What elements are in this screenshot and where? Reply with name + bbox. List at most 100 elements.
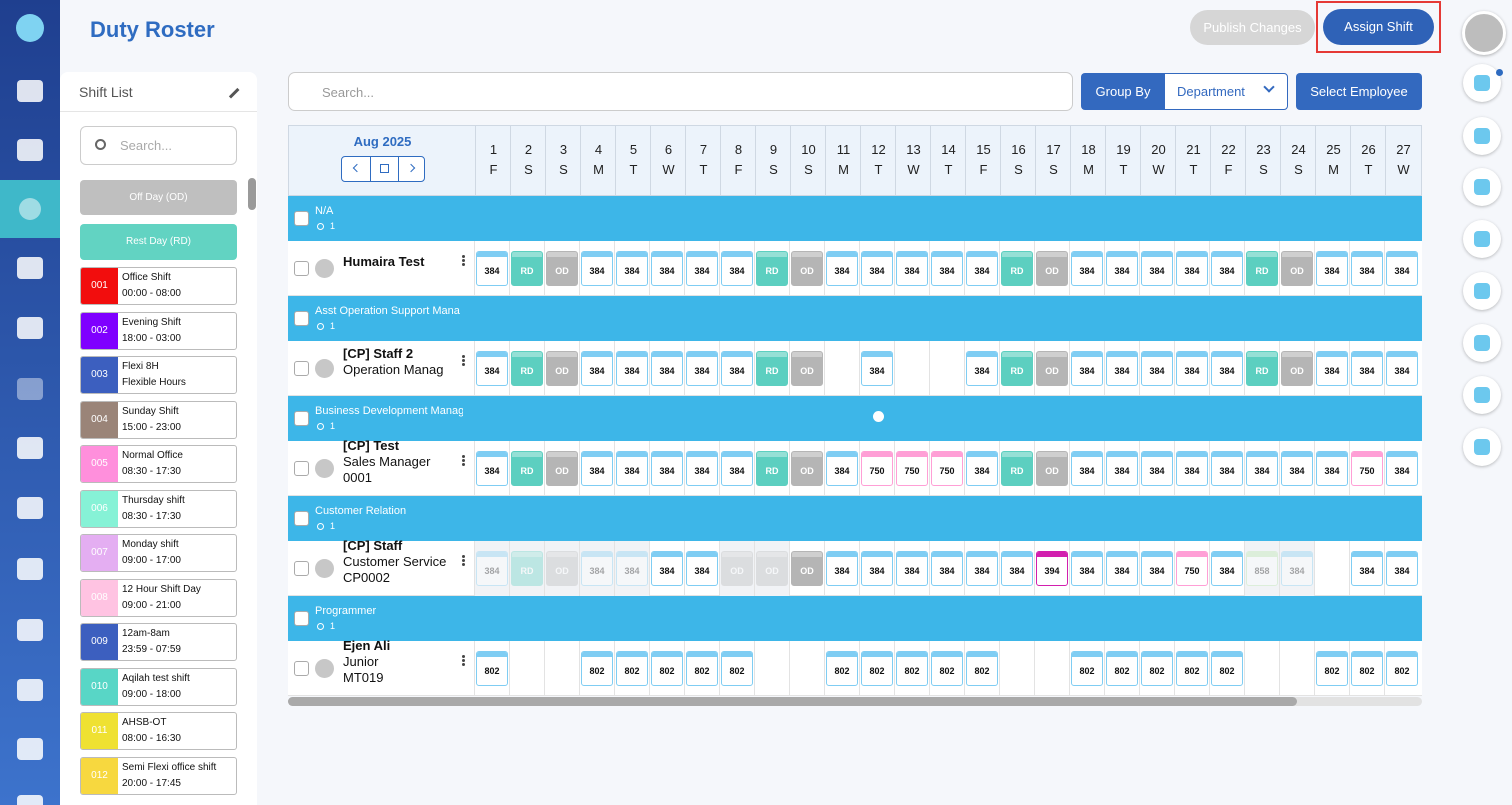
rail-button[interactable] — [1463, 168, 1501, 206]
off-day-item[interactable]: Off Day (OD) — [80, 180, 237, 215]
shift-cell[interactable]: 384 — [476, 551, 508, 586]
shift-item[interactable]: 002 Evening Shift 18:00 - 03:00 — [80, 311, 237, 350]
month-nav-button[interactable] — [342, 157, 370, 181]
shift-cell[interactable]: OD — [1036, 351, 1068, 386]
shift-item[interactable]: 005 Normal Office 08:30 - 17:30 — [80, 445, 237, 483]
shift-cell[interactable]: OD — [756, 551, 788, 586]
shift-cell[interactable]: 802 — [861, 651, 893, 686]
shift-cell[interactable]: 384 — [581, 351, 613, 386]
shift-cell[interactable]: 750 — [1351, 451, 1383, 486]
shift-cell[interactable]: OD — [546, 251, 578, 286]
group-by-select[interactable]: Department — [1164, 73, 1288, 110]
shift-cell[interactable]: 384 — [1071, 451, 1103, 486]
row-menu[interactable] — [462, 655, 465, 658]
shift-cell[interactable]: 384 — [616, 551, 648, 586]
nav-icon[interactable] — [17, 619, 43, 641]
shift-cell[interactable]: 384 — [1351, 251, 1383, 286]
shift-cell[interactable]: 802 — [1316, 651, 1348, 686]
shift-cell[interactable]: OD — [1281, 351, 1313, 386]
shift-cell[interactable]: 384 — [1386, 551, 1418, 586]
shift-item[interactable]: 003 Flexi 8H Flexible Hours — [80, 356, 237, 394]
h-scrollbar-thumb[interactable] — [288, 697, 1297, 706]
row-checkbox[interactable] — [294, 561, 309, 576]
shift-cell[interactable]: 802 — [581, 651, 613, 686]
shift-cell[interactable]: 802 — [896, 651, 928, 686]
shift-cell[interactable]: 384 — [966, 351, 998, 386]
shift-cell[interactable]: 384 — [1106, 451, 1138, 486]
shift-cell[interactable]: 384 — [651, 351, 683, 386]
shift-cell[interactable]: 384 — [1316, 251, 1348, 286]
shift-cell[interactable]: 802 — [1386, 651, 1418, 686]
shift-cell[interactable]: 750 — [931, 451, 963, 486]
shift-cell[interactable]: 384 — [966, 451, 998, 486]
shift-item[interactable]: 008 12 Hour Shift Day 09:00 - 21:00 — [80, 578, 237, 617]
nav-icon[interactable] — [17, 80, 43, 102]
shift-cell[interactable]: 384 — [1176, 351, 1208, 386]
shift-cell[interactable]: RD — [756, 451, 788, 486]
shift-cell[interactable]: 750 — [861, 451, 893, 486]
shift-cell[interactable]: 750 — [1176, 551, 1208, 586]
shift-cell[interactable]: 802 — [931, 651, 963, 686]
shift-cell[interactable]: OD — [791, 251, 823, 286]
shift-cell[interactable]: 384 — [721, 351, 753, 386]
shift-cell[interactable]: 384 — [861, 351, 893, 386]
shift-cell[interactable]: 384 — [1316, 451, 1348, 486]
shift-cell[interactable]: 384 — [861, 251, 893, 286]
shift-cell[interactable]: 802 — [686, 651, 718, 686]
shift-cell[interactable]: OD — [1281, 251, 1313, 286]
shift-cell[interactable]: 384 — [721, 251, 753, 286]
add-button[interactable] — [873, 411, 884, 422]
rail-button[interactable] — [1463, 220, 1501, 258]
shift-cell[interactable]: 802 — [1106, 651, 1138, 686]
rest-day-item[interactable]: Rest Day (RD) — [80, 224, 237, 260]
shift-item[interactable]: 009 12am-8am 23:59 - 07:59 — [80, 623, 237, 661]
shift-cell[interactable]: 384 — [1281, 551, 1313, 586]
shift-cell[interactable]: 384 — [826, 451, 858, 486]
shift-cell[interactable]: 802 — [1351, 651, 1383, 686]
shift-cell[interactable]: 384 — [1351, 551, 1383, 586]
shift-cell[interactable]: 384 — [1386, 451, 1418, 486]
shift-item[interactable]: 007 Monday shift 09:00 - 17:00 — [80, 534, 237, 572]
nav-icon[interactable] — [17, 738, 43, 760]
shift-cell[interactable]: 384 — [616, 251, 648, 286]
shift-cell[interactable]: 384 — [1141, 351, 1173, 386]
shift-cell[interactable]: RD — [756, 351, 788, 386]
row-checkbox[interactable] — [294, 611, 309, 626]
row-checkbox[interactable] — [294, 411, 309, 426]
nav-icon[interactable] — [17, 139, 43, 161]
shift-item[interactable]: 011 AHSB-OT 08:00 - 16:30 — [80, 712, 237, 750]
shift-cell[interactable]: RD — [1246, 351, 1278, 386]
shift-cell[interactable]: 384 — [1106, 351, 1138, 386]
rail-button[interactable] — [1463, 117, 1501, 155]
shift-cell[interactable]: 802 — [1176, 651, 1208, 686]
shift-item[interactable]: 006 Thursday shift 08:30 - 17:30 — [80, 489, 237, 528]
shift-cell[interactable]: 384 — [896, 551, 928, 586]
shift-cell[interactable]: 802 — [1141, 651, 1173, 686]
shift-cell[interactable]: 384 — [1071, 551, 1103, 586]
shift-cell[interactable]: 384 — [1316, 351, 1348, 386]
month-nav-button[interactable] — [398, 157, 426, 181]
edit-icon[interactable] — [222, 81, 240, 99]
nav-icon[interactable] — [17, 257, 43, 279]
shift-cell[interactable]: RD — [511, 451, 543, 486]
roster-search[interactable]: Search... — [288, 72, 1073, 111]
shift-item[interactable]: 001 Office Shift 00:00 - 08:00 — [80, 267, 237, 305]
shift-cell[interactable]: 384 — [896, 251, 928, 286]
shift-cell[interactable]: 384 — [1211, 351, 1243, 386]
shift-cell[interactable]: 384 — [686, 351, 718, 386]
rail-button[interactable] — [1463, 376, 1501, 414]
shift-cell[interactable]: OD — [791, 351, 823, 386]
row-checkbox[interactable] — [294, 661, 309, 676]
nav-active[interactable] — [0, 180, 60, 238]
shift-cell[interactable]: 802 — [476, 651, 508, 686]
row-checkbox[interactable] — [294, 461, 309, 476]
shift-cell[interactable]: 384 — [1001, 551, 1033, 586]
shift-cell[interactable]: RD — [1246, 251, 1278, 286]
shift-cell[interactable]: 384 — [651, 451, 683, 486]
shift-cell[interactable]: 394 — [1036, 551, 1068, 586]
nav-icon[interactable] — [17, 317, 43, 339]
shift-cell[interactable]: 384 — [826, 551, 858, 586]
row-menu[interactable] — [462, 555, 465, 558]
shift-cell[interactable]: 384 — [1246, 451, 1278, 486]
row-checkbox[interactable] — [294, 361, 309, 376]
